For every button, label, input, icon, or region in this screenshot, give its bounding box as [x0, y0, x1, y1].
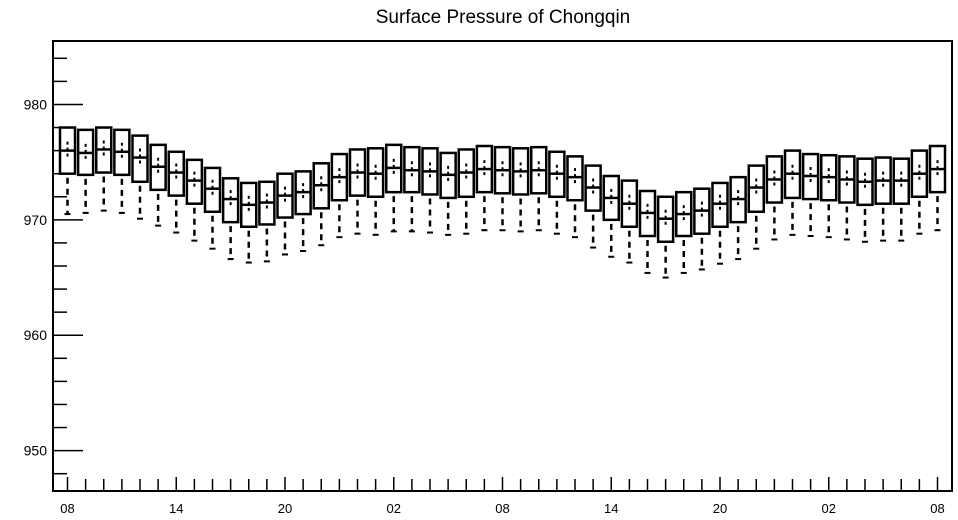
plot-frame: [52, 40, 953, 492]
x-tick-label: 08: [495, 501, 509, 516]
box-plot: [856, 157, 874, 243]
box-plot: [294, 170, 312, 252]
chart-title: Surface Pressure of Chongqin: [376, 7, 631, 28]
box-plot: [167, 150, 185, 234]
box-plot: [511, 147, 530, 233]
box-plot: [58, 126, 77, 216]
box-plot: [221, 177, 240, 261]
box-plot: [620, 179, 639, 264]
box-plot: [548, 150, 566, 235]
box-plot: [838, 155, 856, 241]
box-plot: [113, 128, 131, 214]
box-plot: [185, 158, 204, 242]
box-plot: [312, 162, 330, 247]
x-tick-label: 02: [822, 501, 836, 516]
box-plot: [675, 190, 693, 274]
x-tick-label: 02: [387, 501, 401, 516]
box-plot: [240, 181, 258, 264]
box-plot: [131, 134, 149, 220]
box-plot: [457, 148, 475, 235]
box-plot: [385, 143, 403, 233]
box-plot: [801, 152, 820, 237]
box-plot: [258, 180, 276, 263]
x-tick-label: 14: [604, 501, 618, 516]
y-tick-label: 970: [24, 212, 48, 228]
box-plot: [765, 155, 784, 241]
box-plot: [530, 145, 548, 232]
box-plot: [711, 181, 729, 265]
box-plot: [203, 166, 222, 250]
box-plot: [149, 143, 167, 227]
box-plot: [330, 152, 349, 239]
box-plot: [566, 155, 584, 239]
box-plot: [439, 151, 457, 236]
box-plot: [493, 145, 512, 232]
axes: 950 960 970 980 08 14 20 02 08 14 20 02 08: [24, 57, 945, 516]
box-plot: [403, 145, 421, 233]
box-plot: [638, 189, 657, 274]
y-tick-label: 950: [24, 443, 48, 459]
y-tick-label: 960: [24, 327, 48, 343]
x-tick-label: 20: [713, 501, 727, 516]
box-plot: [348, 148, 367, 235]
box-plot: [76, 128, 95, 214]
box-plot: [747, 164, 765, 250]
box-plot: [693, 187, 711, 271]
box-plot: [820, 153, 838, 239]
box-plot: [928, 144, 947, 232]
box-plot: [656, 195, 675, 279]
box-plot: [602, 174, 620, 258]
x-tick-label: 14: [169, 501, 183, 516]
y-tick-label: 980: [24, 96, 48, 112]
box-plot: [874, 156, 892, 242]
box-plot: [783, 149, 802, 236]
x-tick-label: 08: [930, 501, 944, 516]
box-plot: [892, 157, 910, 242]
box-plot: [276, 172, 294, 256]
x-tick-label: 20: [278, 501, 292, 516]
box-plot: [95, 126, 113, 212]
x-tick-label: 08: [60, 501, 74, 516]
box-plot: [366, 147, 385, 236]
box-plot: [584, 164, 602, 249]
box-plot: [910, 149, 929, 235]
box-plot: [729, 175, 747, 261]
box-series: [58, 126, 947, 279]
box-plot: [421, 147, 439, 234]
box-plot: [475, 144, 494, 232]
